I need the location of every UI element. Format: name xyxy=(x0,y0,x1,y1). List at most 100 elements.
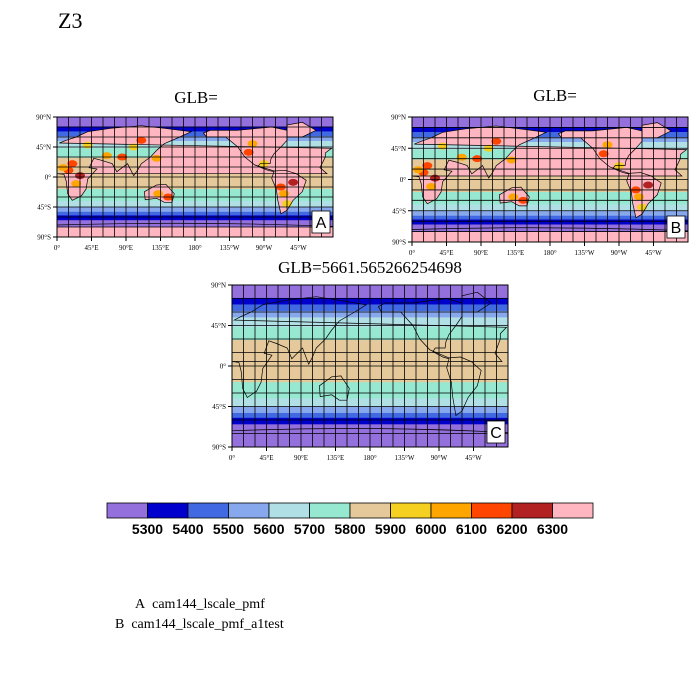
panel-label: B xyxy=(671,220,682,237)
case-legend-b: B cam144_lscale_pmf_a1test xyxy=(115,617,284,633)
lat-tick-label: 90°N xyxy=(36,114,51,122)
lat-tick-label: 90°N xyxy=(211,282,226,290)
lon-tick-label: 45°W xyxy=(290,244,307,252)
colorbar-label: 5500 xyxy=(213,521,244,537)
colorbar-label: 6300 xyxy=(537,521,568,537)
anomaly-spot xyxy=(491,137,502,145)
lon-tick-label: 45°W xyxy=(465,454,482,462)
land-anomaly xyxy=(642,122,672,138)
lon-tick-label: 135°E xyxy=(507,249,525,257)
lon-tick-label: 0° xyxy=(54,244,61,252)
lon-tick-label: 135°W xyxy=(220,244,240,252)
page-title: Z3 xyxy=(58,8,83,33)
lon-tick-label: 0° xyxy=(229,454,236,462)
lat-tick-label: 90°S xyxy=(37,234,51,242)
lon-tick-label: 180° xyxy=(188,244,202,252)
colorbar-label: 6200 xyxy=(496,521,527,537)
colorbar-label: 5900 xyxy=(375,521,406,537)
anomaly-spot xyxy=(598,150,609,158)
anomaly-spot xyxy=(136,136,147,144)
anomaly-spot xyxy=(413,166,424,174)
colorbar-swatch xyxy=(430,502,472,519)
land-anomaly xyxy=(287,122,317,137)
panel-c-title: GLB=5661.565266254698 xyxy=(278,258,462,277)
colorbar-swatch xyxy=(268,502,310,519)
case-name: cam144_lscale_pmf xyxy=(152,597,265,612)
colorbar: 5300 5400 5500 5600 5700 5800 5900 6000 6100 6200… xyxy=(106,502,594,537)
panel-label-box xyxy=(486,420,506,444)
anomaly-spot xyxy=(422,162,433,170)
lat-tick-label: 45°N xyxy=(211,322,226,330)
anomaly-spot xyxy=(633,193,644,201)
lon-tick-label: 90°E xyxy=(119,244,133,252)
panel-label-box xyxy=(311,210,331,234)
colorbar-swatch xyxy=(309,502,351,519)
lon-tick-label: 90°E xyxy=(294,454,308,462)
panel-b-map: 90°N45°N0°45°S90°S0° 45°E 90°E 135°E 180° 135… xyxy=(391,114,689,257)
anomaly-spot xyxy=(278,190,289,198)
lon-tick-label: 90°E xyxy=(474,249,488,257)
lon-tick-label: 45°E xyxy=(84,244,98,252)
anomaly-spot xyxy=(101,152,112,160)
lat-tick-label: 45°N xyxy=(36,144,51,152)
colorbar-swatch xyxy=(187,502,229,519)
colorbar-label: 5400 xyxy=(172,521,203,537)
case-key: A xyxy=(135,597,146,612)
colorbar-swatch xyxy=(552,502,594,519)
lat-tick-label: 45°S xyxy=(392,207,406,215)
lat-tick-label: 90°N xyxy=(391,114,406,122)
land-anomaly xyxy=(412,126,687,204)
lat-tick-label: 90°S xyxy=(392,239,406,247)
coastline xyxy=(232,296,508,399)
colorbar-swatch xyxy=(349,502,391,519)
anomaly-spot xyxy=(67,160,78,168)
lon-tick-label: 45°E xyxy=(439,249,453,257)
map-field xyxy=(57,117,333,237)
lat-tick-label: 0° xyxy=(220,363,227,371)
panel-label-box xyxy=(666,215,686,239)
anomaly-spot xyxy=(71,180,82,188)
colorbar-swatch xyxy=(106,502,148,519)
colorbar-swatch xyxy=(228,502,270,519)
lon-tick-label: 45°E xyxy=(259,454,273,462)
lat-tick-label: 0° xyxy=(400,176,407,184)
lon-tick-label: 135°E xyxy=(152,244,170,252)
colorbar-label: 5700 xyxy=(294,521,325,537)
map-field xyxy=(412,117,688,242)
lat-tick-label: 45°S xyxy=(37,204,51,212)
lat-tick-label: 90°S xyxy=(212,444,226,452)
anomaly-spot xyxy=(508,193,519,201)
panel-label: A xyxy=(316,215,327,232)
lon-tick-label: 135°E xyxy=(327,454,345,462)
panel-b-title: GLB= xyxy=(533,86,577,105)
colorbar-label: 5300 xyxy=(132,521,163,537)
colorbar-label: 6100 xyxy=(456,521,487,537)
colorbar-swatch xyxy=(147,502,189,519)
anomaly-spot xyxy=(153,190,164,198)
case-legend-a: A cam144_lscale_pmf xyxy=(135,597,265,613)
anomaly-spot xyxy=(643,181,654,189)
lon-tick-label: 135°W xyxy=(575,249,595,257)
lon-tick-label: 180° xyxy=(363,454,377,462)
anomaly-spot xyxy=(426,182,437,190)
panel-label: C xyxy=(490,425,502,442)
lon-tick-label: 45°W xyxy=(645,249,662,257)
lat-tick-label: 45°N xyxy=(391,145,406,153)
lon-tick-label: 90°W xyxy=(611,249,628,257)
colorbar-label: 6000 xyxy=(415,521,446,537)
coastline xyxy=(412,125,688,205)
colorbar-label: 5800 xyxy=(334,521,365,537)
colorbar-swatch xyxy=(511,502,553,519)
anomaly-spot xyxy=(243,148,254,156)
case-name: cam144_lscale_pmf_a1test xyxy=(131,617,284,632)
lat-tick-label: 0° xyxy=(45,174,52,182)
panel-a-title: GLB= xyxy=(174,88,218,107)
colorbar-label: 5600 xyxy=(253,521,284,537)
lon-tick-label: 0° xyxy=(409,249,416,257)
lon-tick-label: 135°W xyxy=(395,454,415,462)
anomaly-spot xyxy=(288,178,299,186)
anomaly-spot xyxy=(58,164,69,172)
land-anomaly xyxy=(57,125,332,201)
lon-tick-label: 90°W xyxy=(431,454,448,462)
anomaly-spot xyxy=(151,154,162,162)
